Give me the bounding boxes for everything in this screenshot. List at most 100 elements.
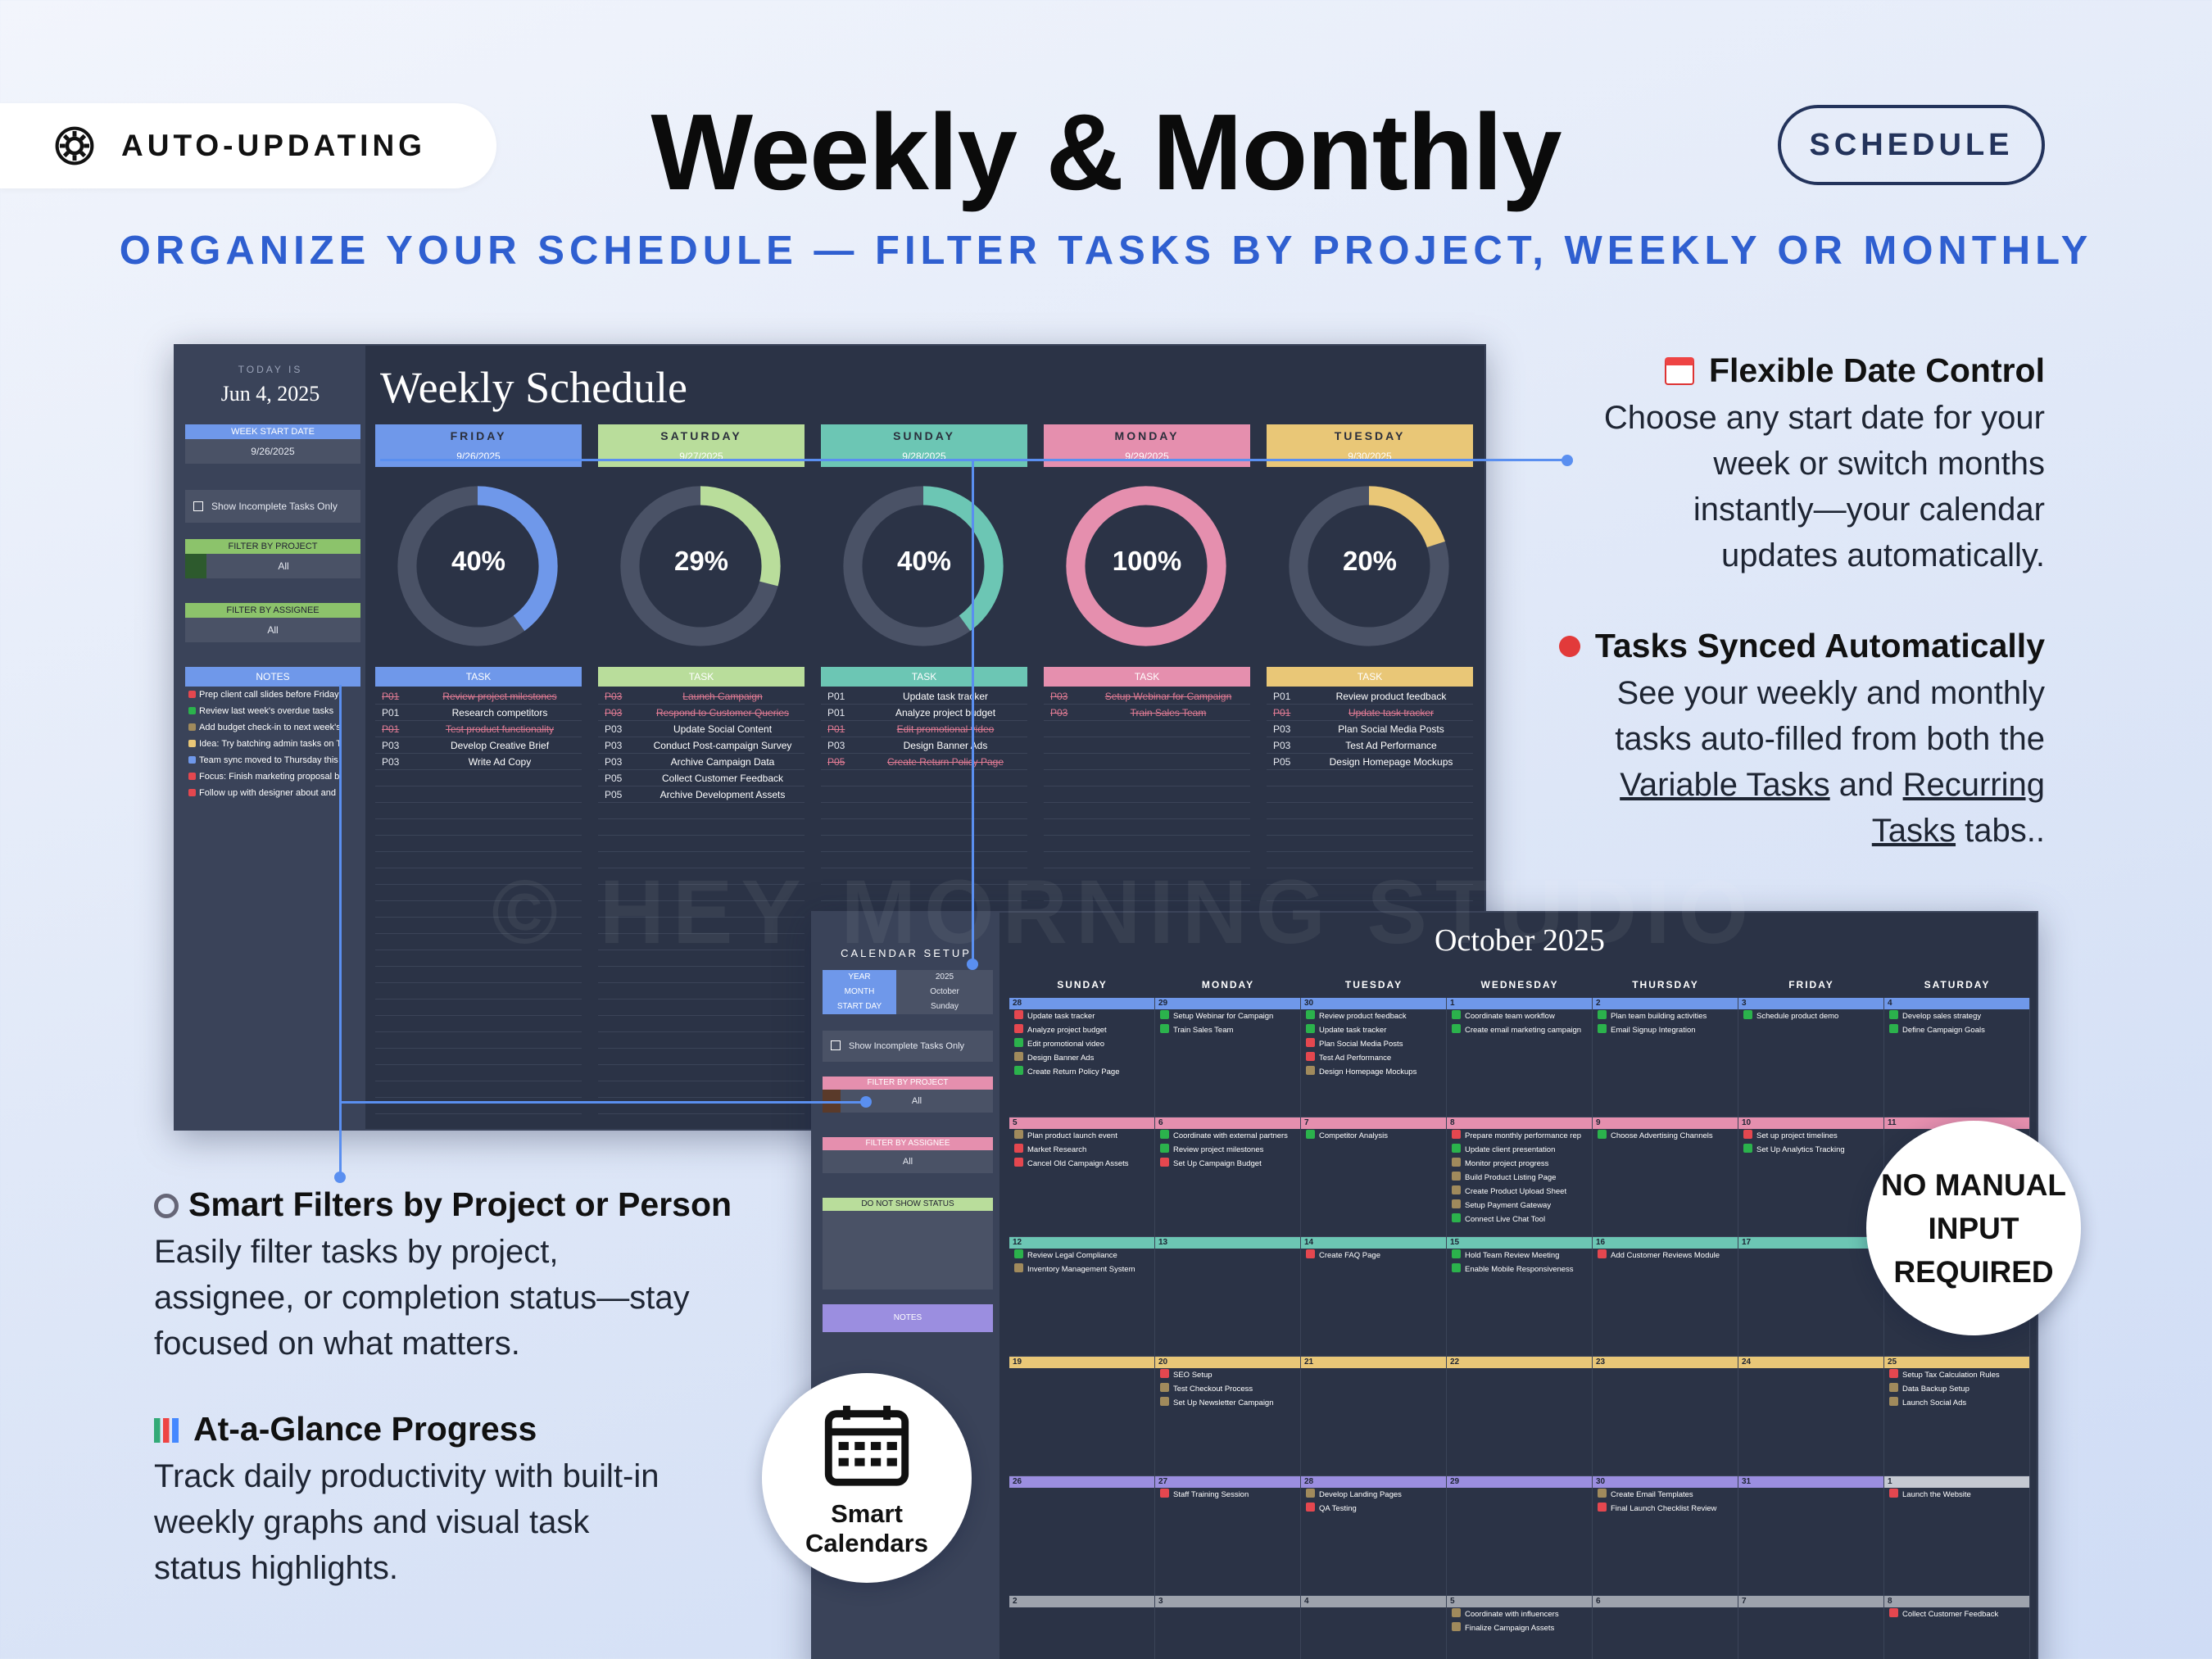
calendar-day-cell[interactable]: 30 Create Email Templates Final Launch Che… <box>1593 1476 1738 1596</box>
filter-assignee-select[interactable]: All <box>185 618 360 642</box>
calendar-task[interactable]: Set up project timelines <box>1738 1129 1883 1143</box>
calendar-day-cell[interactable]: 2 Plan team building activities Email Sign… <box>1593 998 1738 1117</box>
month-filter-project[interactable]: FILTER BY PROJECT All <box>823 1077 993 1113</box>
calendar-task[interactable]: Create email marketing campaign <box>1447 1023 1592 1037</box>
calendar-task[interactable]: Create FAQ Page <box>1301 1249 1446 1262</box>
calendar-task[interactable]: Coordinate team workflow <box>1447 1009 1592 1023</box>
calendar-task[interactable]: Plan Social Media Posts <box>1301 1037 1446 1051</box>
calendar-task[interactable]: Finalize Campaign Assets <box>1447 1621 1592 1635</box>
calendar-task[interactable]: Create Product Upload Sheet <box>1447 1185 1592 1199</box>
calendar-task[interactable]: Update task tracker <box>1301 1023 1446 1037</box>
calendar-day-cell[interactable]: 12 Review Legal Compliance Inventory Manag… <box>1009 1237 1155 1357</box>
calendar-day-cell[interactable]: 14 Create FAQ Page <box>1301 1237 1447 1357</box>
calendar-day-cell[interactable]: 24 <box>1738 1357 1884 1476</box>
calendar-task[interactable]: Plan team building activities <box>1593 1009 1738 1023</box>
calendar-task[interactable]: Setup Payment Gateway <box>1447 1199 1592 1213</box>
task-row[interactable]: P01 Analyze project budget <box>821 705 1027 721</box>
calendar-task[interactable]: Review project milestones <box>1155 1143 1300 1157</box>
calendar-day-cell[interactable]: 17 <box>1738 1237 1884 1357</box>
task-row[interactable]: P01 Edit promotional video <box>821 721 1027 737</box>
checkbox[interactable] <box>193 501 203 511</box>
calendar-task[interactable]: Set Up Campaign Budget <box>1155 1157 1300 1171</box>
variable-tasks-link[interactable]: Variable Tasks <box>1620 767 1830 803</box>
calendar-task[interactable]: Plan product launch event <box>1009 1129 1154 1143</box>
month-filter-assignee[interactable]: FILTER BY ASSIGNEE All <box>823 1137 993 1173</box>
task-row[interactable]: P05 Create Return Policy Page <box>821 754 1027 770</box>
calendar-day-cell[interactable]: 22 <box>1447 1357 1593 1476</box>
calendar-task[interactable]: Coordinate with external partners <box>1155 1129 1300 1143</box>
task-row[interactable]: P03 Archive Campaign Data <box>598 754 805 770</box>
calendar-day-cell[interactable]: 5 Coordinate with influencers Finalize Cam… <box>1447 1596 1593 1659</box>
filter-assignee-control[interactable]: FILTER BY ASSIGNEE All <box>185 603 360 642</box>
calendar-day-cell[interactable]: 5 Plan product launch event Market Researc… <box>1009 1117 1155 1237</box>
calendar-day-cell[interactable]: 4 <box>1301 1596 1447 1659</box>
calendar-task[interactable]: Create Email Templates <box>1593 1488 1738 1502</box>
calendar-task[interactable]: Review product feedback <box>1301 1009 1446 1023</box>
calendar-task[interactable]: Email Signup Integration <box>1593 1023 1738 1037</box>
calendar-task[interactable]: Set Up Analytics Tracking <box>1738 1143 1883 1157</box>
calendar-task[interactable]: SEO Setup <box>1155 1368 1300 1382</box>
calendar-day-cell[interactable]: 30 Review product feedback Update task tra… <box>1301 998 1447 1117</box>
calendar-task[interactable]: Setup Webinar for Campaign <box>1155 1009 1300 1023</box>
calendar-task[interactable]: Prepare monthly performance rep <box>1447 1129 1592 1143</box>
checkbox[interactable] <box>831 1040 841 1050</box>
calendar-task[interactable]: Setup Tax Calculation Rules <box>1884 1368 2029 1382</box>
calendar-task[interactable]: Schedule product demo <box>1738 1009 1883 1023</box>
calendar-task[interactable]: Build Product Listing Page <box>1447 1171 1592 1185</box>
calendar-task[interactable]: Analyze project budget <box>1009 1023 1154 1037</box>
task-row[interactable]: P05 Collect Customer Feedback <box>598 770 805 786</box>
calendar-task[interactable]: Test Checkout Process <box>1155 1382 1300 1396</box>
filter-project-select[interactable]: All <box>185 554 360 578</box>
start-day-select[interactable]: Sunday <box>931 1002 959 1011</box>
task-row[interactable]: P03 Setup Webinar for Campaign <box>1044 688 1250 705</box>
calendar-day-cell[interactable]: 19 <box>1009 1357 1155 1476</box>
calendar-day-cell[interactable]: 2 <box>1009 1596 1155 1659</box>
calendar-day-cell[interactable]: 7 Competitor Analysis <box>1301 1117 1447 1237</box>
calendar-day-cell[interactable]: 29 Setup Webinar for Campaign Train Sales … <box>1155 998 1301 1117</box>
calendar-day-cell[interactable]: 6 <box>1593 1596 1738 1659</box>
calendar-task[interactable]: Collect Customer Feedback <box>1884 1607 2029 1621</box>
task-row[interactable]: P03 Conduct Post-campaign Survey <box>598 737 805 754</box>
calendar-day-cell[interactable]: 3 <box>1155 1596 1301 1659</box>
calendar-day-cell[interactable]: 6 Coordinate with external partners Review… <box>1155 1117 1301 1237</box>
calendar-day-cell[interactable]: 20 SEO Setup Test Checkout Process Set Up N… <box>1155 1357 1301 1476</box>
task-row[interactable]: P01 Update task tracker <box>821 688 1027 705</box>
calendar-day-cell[interactable]: 3 Schedule product demo <box>1738 998 1884 1117</box>
calendar-task[interactable]: Develop sales strategy <box>1884 1009 2029 1023</box>
calendar-task[interactable]: Enable Mobile Responsiveness <box>1447 1262 1592 1276</box>
calendar-task[interactable]: Create Return Policy Page <box>1009 1065 1154 1079</box>
task-row[interactable]: P03 Test Ad Performance <box>1267 737 1473 754</box>
task-row[interactable]: P01 Test product functionality <box>375 721 582 737</box>
task-row[interactable]: P03 Write Ad Copy <box>375 754 582 770</box>
calendar-task[interactable]: Final Launch Checklist Review <box>1593 1502 1738 1516</box>
calendar-task[interactable]: Cancel Old Campaign Assets <box>1009 1157 1154 1171</box>
calendar-day-cell[interactable]: 23 <box>1593 1357 1738 1476</box>
calendar-day-cell[interactable]: 16 Add Customer Reviews Module <box>1593 1237 1738 1357</box>
task-row[interactable]: P05 Design Homepage Mockups <box>1267 754 1473 770</box>
calendar-task[interactable]: Competitor Analysis <box>1301 1129 1446 1143</box>
calendar-day-cell[interactable]: 29 <box>1447 1476 1593 1596</box>
incomplete-toggle[interactable]: Show Incomplete Tasks Only <box>185 490 360 523</box>
calendar-task[interactable]: Update client presentation <box>1447 1143 1592 1157</box>
calendar-task[interactable]: Connect Live Chat Tool <box>1447 1213 1592 1226</box>
calendar-task[interactable]: QA Testing <box>1301 1502 1446 1516</box>
calendar-day-cell[interactable]: 31 <box>1738 1476 1884 1596</box>
calendar-task[interactable]: Monitor project progress <box>1447 1157 1592 1171</box>
calendar-day-cell[interactable]: 8 Collect Customer Feedback <box>1884 1596 2030 1659</box>
month-incomplete-toggle[interactable]: Show Incomplete Tasks Only <box>823 1031 993 1062</box>
calendar-day-cell[interactable]: 8 Prepare monthly performance rep Update c… <box>1447 1117 1593 1237</box>
status-filter[interactable]: DO NOT SHOW STATUS <box>823 1198 993 1290</box>
task-row[interactable]: P03 Train Sales Team <box>1044 705 1250 721</box>
calendar-day-cell[interactable]: 15 Hold Team Review Meeting Enable Mobile … <box>1447 1237 1593 1357</box>
status-filter-list[interactable] <box>823 1211 993 1290</box>
calendar-task[interactable]: Coordinate with influencers <box>1447 1607 1592 1621</box>
task-row[interactable]: P01 Review project milestones <box>375 688 582 705</box>
task-row[interactable]: P03 Plan Social Media Posts <box>1267 721 1473 737</box>
task-row[interactable]: P05 Archive Development Assets <box>598 786 805 803</box>
calendar-task[interactable]: Staff Training Session <box>1155 1488 1300 1502</box>
calendar-day-cell[interactable]: 10 Set up project timelines Set Up Analyti… <box>1738 1117 1884 1237</box>
recurring-tasks-link-cont[interactable]: Tasks <box>1871 813 1956 849</box>
task-row[interactable]: P01 Review product feedback <box>1267 688 1473 705</box>
calendar-task[interactable]: Design Banner Ads <box>1009 1051 1154 1065</box>
calendar-day-cell[interactable]: 26 <box>1009 1476 1155 1596</box>
